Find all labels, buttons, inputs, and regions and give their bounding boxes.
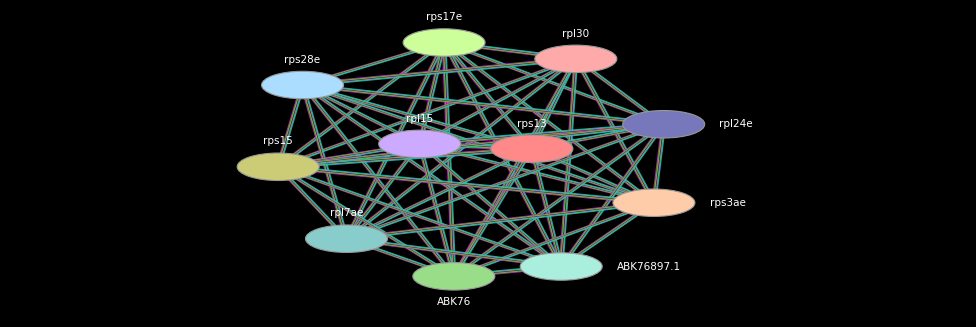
Text: rpl15: rpl15 xyxy=(406,113,433,124)
Text: rpl7ae: rpl7ae xyxy=(330,208,363,218)
Ellipse shape xyxy=(403,29,485,56)
Ellipse shape xyxy=(237,153,319,181)
Ellipse shape xyxy=(613,189,695,216)
Text: rps15: rps15 xyxy=(264,136,293,146)
Ellipse shape xyxy=(379,130,461,158)
Text: rps17e: rps17e xyxy=(426,12,463,22)
Ellipse shape xyxy=(623,111,705,138)
Text: ABK76897.1: ABK76897.1 xyxy=(617,262,681,271)
Ellipse shape xyxy=(491,135,573,163)
Ellipse shape xyxy=(535,45,617,73)
Ellipse shape xyxy=(413,263,495,290)
Text: rpl24e: rpl24e xyxy=(719,119,752,129)
Ellipse shape xyxy=(262,71,344,99)
Ellipse shape xyxy=(520,253,602,280)
Text: ABK76: ABK76 xyxy=(436,297,471,307)
Text: rpl30: rpl30 xyxy=(562,28,590,39)
Text: rps28e: rps28e xyxy=(284,55,321,65)
Ellipse shape xyxy=(305,225,387,252)
Text: rps3ae: rps3ae xyxy=(710,198,746,208)
Text: rps13: rps13 xyxy=(517,118,547,129)
